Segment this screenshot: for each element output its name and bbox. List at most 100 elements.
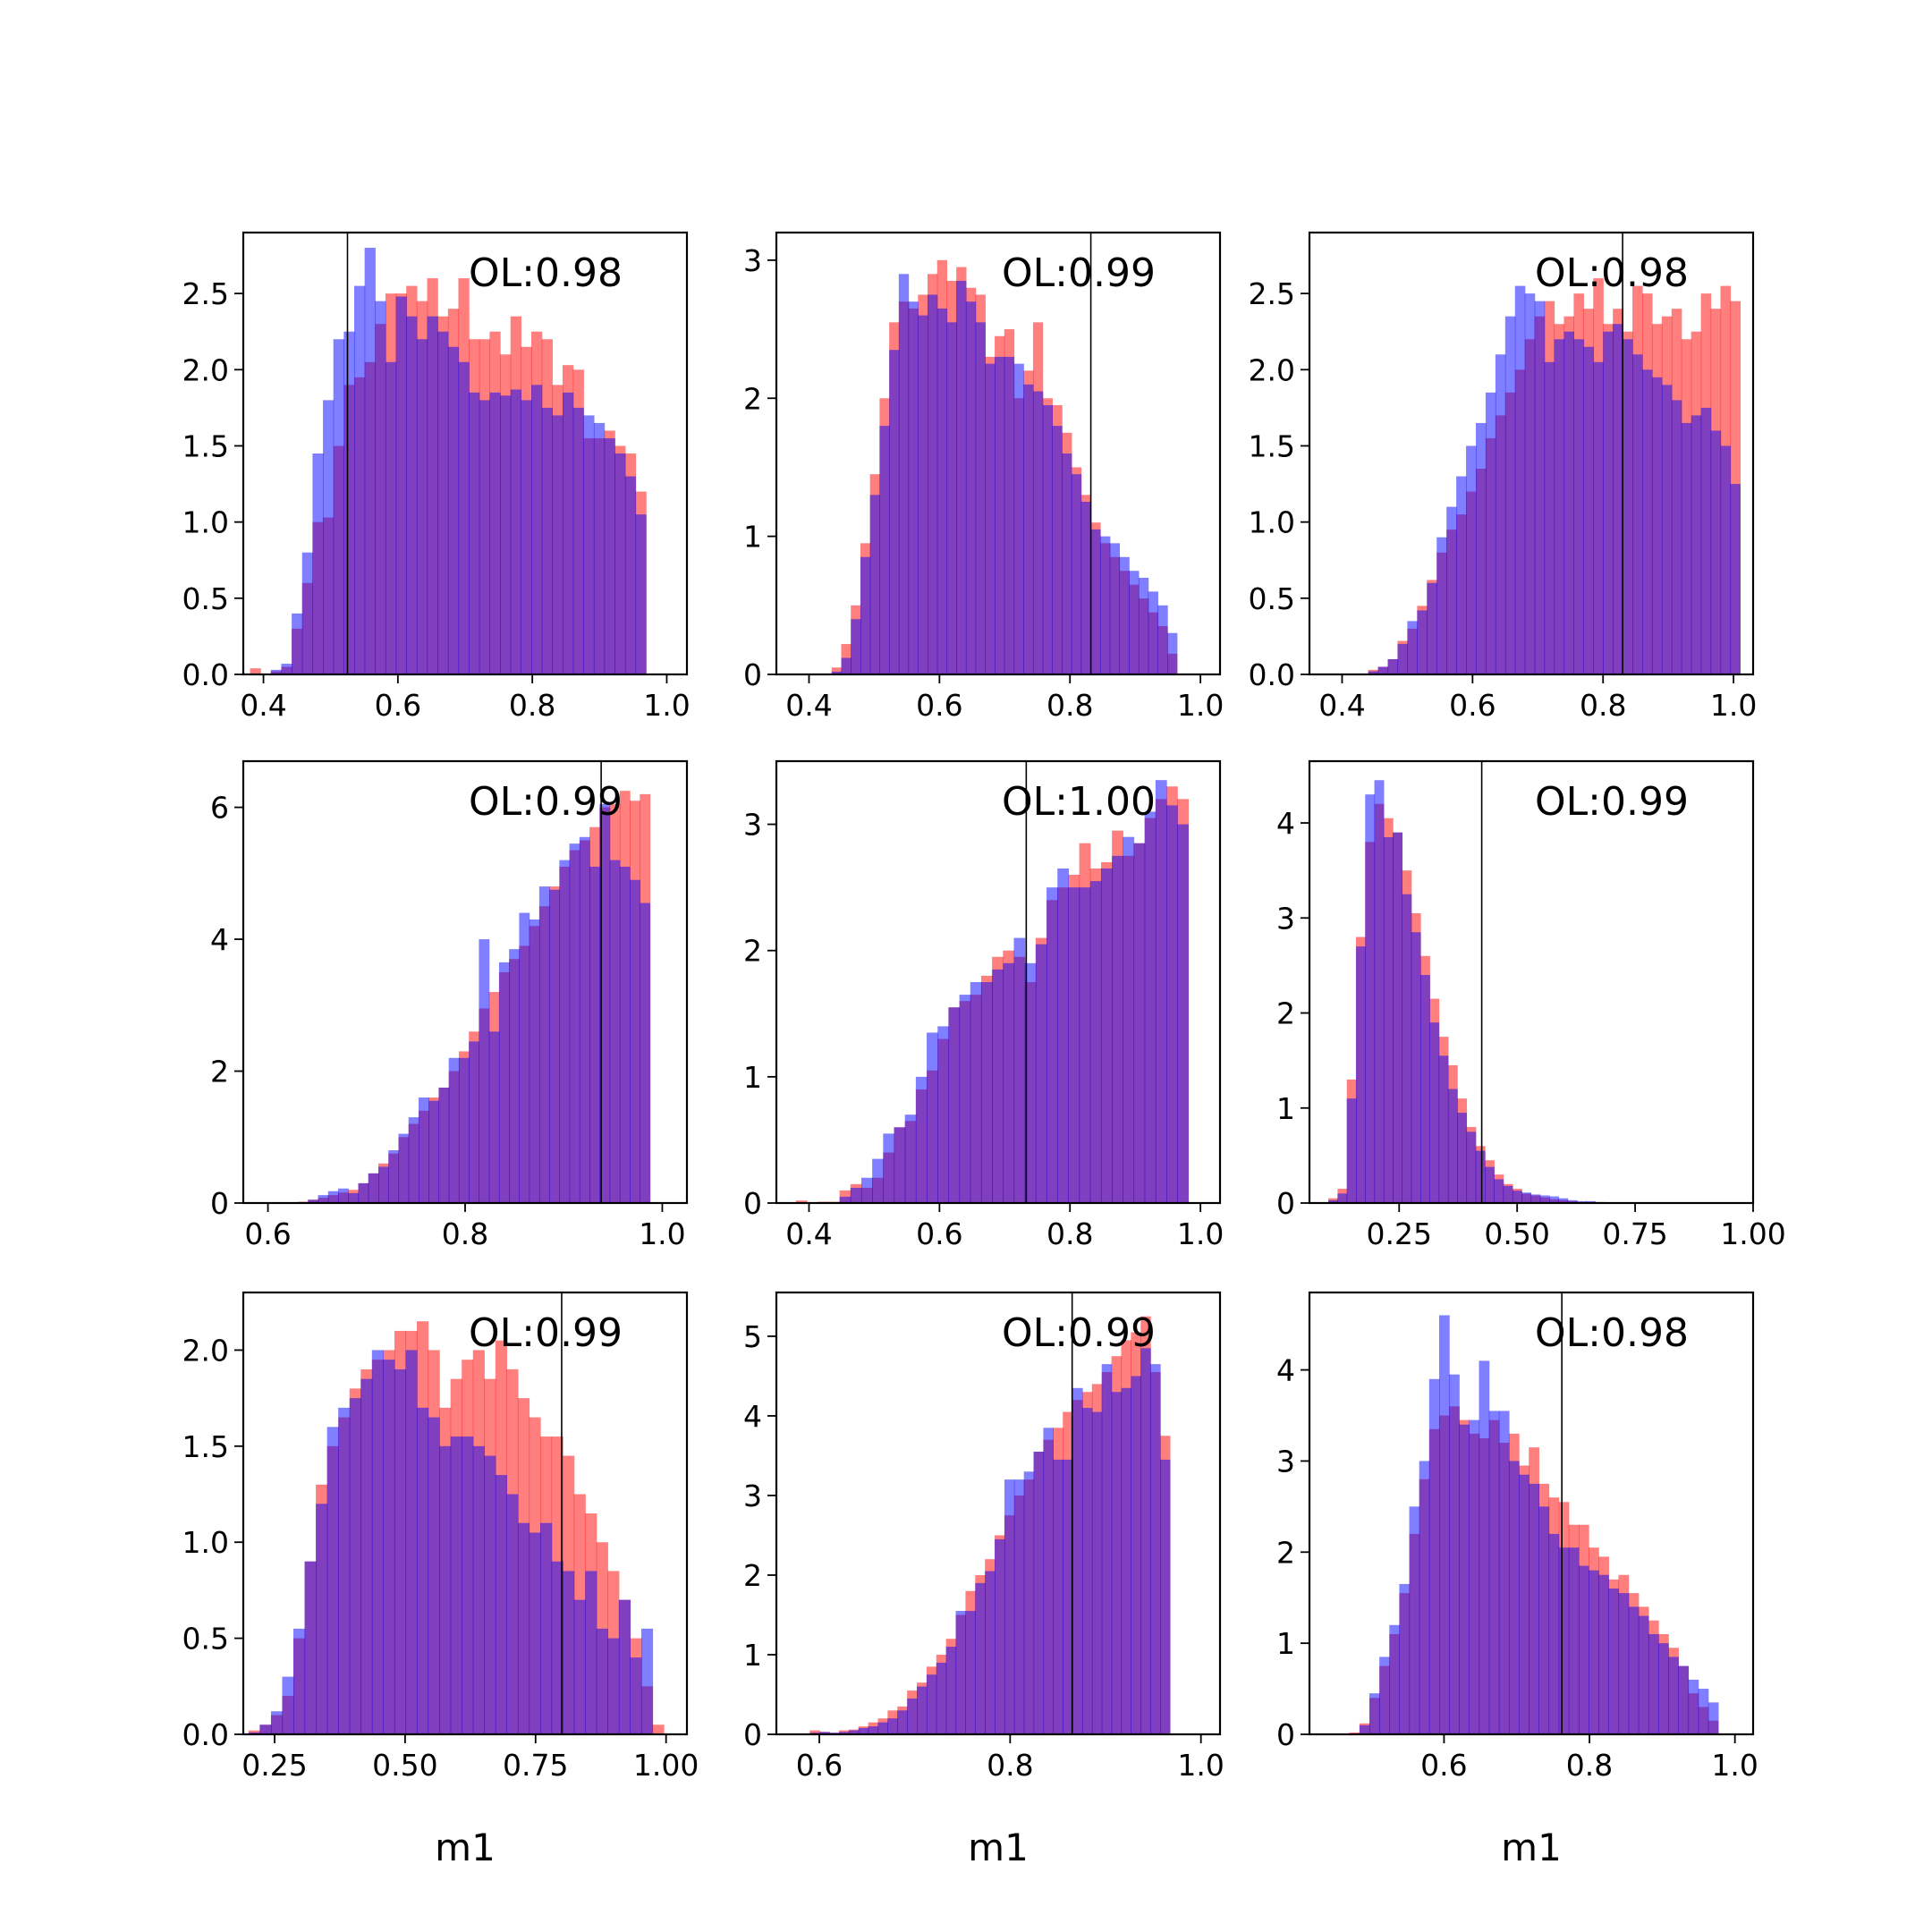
chart-1-plot-area [250, 233, 647, 674]
chart-8-series-b-bar [1111, 1392, 1123, 1734]
chart-9-series-b-bar [1419, 1461, 1430, 1734]
chart-5-series-b-bar [1079, 887, 1091, 1203]
chart-9-series-b-bar [1638, 1615, 1649, 1734]
chart-2-x-tick-label: 0.8 [1046, 688, 1093, 723]
chart-7-plot-area [248, 1292, 665, 1734]
chart-9-series-b-bar [1538, 1506, 1550, 1734]
chart-1-series-b-bar [614, 453, 626, 674]
chart-8-y-tick-label: 0 [743, 1717, 762, 1752]
chart-4-series-b-bar [519, 912, 530, 1203]
chart-9-series-b-bar [1678, 1665, 1690, 1734]
chart-1-series-b-bar [531, 385, 543, 674]
chart-2-series-b-bar [1023, 384, 1034, 674]
chart-7-series-b-bar [259, 1724, 272, 1734]
chart-8-series-b-bar [1101, 1364, 1113, 1734]
chart-6-series-b-bar [1355, 946, 1366, 1203]
chart-7-series-b-bar [607, 1638, 620, 1734]
chart-7-series-b-bar [585, 1571, 597, 1734]
chart-3-frame [1308, 231, 1755, 676]
chart-5-series-b-bar [980, 982, 993, 1203]
chart-7-series-b-bar [394, 1368, 407, 1734]
chart-1-series-b-bar [562, 392, 574, 674]
chart-8-series-b-bar [1140, 1348, 1151, 1734]
chart-2-plot-area [831, 233, 1178, 674]
chart-9-x-tick-label: 1.0 [1711, 1748, 1758, 1783]
chart-1-series-b-bar [281, 664, 292, 674]
chart-7-series-b-bar [338, 1407, 351, 1734]
chart-8-overlap-annotation: OL:0.99 [1002, 1310, 1156, 1356]
chart-8-plot-area [809, 1292, 1171, 1734]
chart-4-y-tick-label: 6 [210, 791, 229, 826]
chart-3-series-b-bar [1710, 430, 1722, 674]
chart-8-series-b-bar [1091, 1411, 1103, 1734]
chart-2-series-b-bar [975, 322, 986, 674]
chart-6-series-b-bar [1328, 1199, 1338, 1203]
chart-5-series-b-bar [959, 995, 971, 1203]
chart-9-series-b-bar [1508, 1461, 1520, 1734]
chart-7-series-b-bar [484, 1455, 496, 1734]
chart-7-series-b-bar [360, 1378, 373, 1734]
chart-7-series-b-bar [596, 1628, 608, 1734]
chart-5-y-tick-label: 0 [743, 1186, 762, 1221]
chart-8-series-b-bar [838, 1732, 850, 1734]
chart-9-series-b-bar [1438, 1315, 1450, 1734]
chart-6-series-b-bar [1374, 780, 1385, 1203]
chart-4-series-b-bar [488, 1031, 500, 1203]
chart-2-series-b-bar [985, 363, 996, 674]
chart-2-x-tick-label: 0.4 [785, 688, 832, 723]
chart-3-series-b-bar [1417, 610, 1428, 674]
chart-4-series-b-bar [599, 803, 611, 1203]
chart-7-series-b-bar [540, 1522, 553, 1734]
chart-3-series-b-bar [1651, 377, 1663, 674]
chart-4-series-b-bar [640, 902, 651, 1203]
chart-7-series-b-bar [405, 1350, 418, 1734]
chart-8-series-b-bar [955, 1611, 967, 1734]
chart-3-series-b-bar [1495, 354, 1506, 674]
chart-1-y-tick-label: 2.0 [182, 352, 229, 387]
chart-8-y-tick-label: 3 [743, 1479, 762, 1513]
chart-6-series-b-bar [1457, 1113, 1468, 1203]
chart-7-series-b-bar [450, 1436, 462, 1734]
chart-3-y-tick-label: 1.5 [1249, 428, 1295, 463]
chart-3-series-b-bar [1554, 339, 1565, 674]
chart-1-series-b-bar [301, 552, 314, 674]
chart-5-series-b-bar [1013, 937, 1026, 1203]
chart-8-series-b-bar [1013, 1479, 1025, 1734]
chart-5-series-b-bar [1068, 887, 1080, 1203]
chart-8-series-b-bar [936, 1662, 947, 1734]
chart-9-series-b-bar [1698, 1689, 1709, 1734]
chart-6-series-b-bar [1549, 1196, 1559, 1203]
chart-3-series-b-bar [1407, 621, 1418, 674]
chart-6-series-b-bar [1475, 1150, 1486, 1203]
chart-1-series-b-bar [604, 437, 615, 674]
chart-1-series-b-bar [489, 392, 501, 674]
chart-5-series-b-bar [1057, 868, 1070, 1203]
chart-9-series-b-bar [1658, 1643, 1669, 1734]
chart-6-series-b-bar [1365, 794, 1376, 1203]
chart-9-series-b-bar [1668, 1657, 1679, 1734]
chart-8-series-b-bar [926, 1674, 937, 1734]
chart-6-panel: 0.25 0.50 0.75 1.00 0 1 2 3 4 OL:0.99 [1276, 759, 1786, 1251]
chart-3-series-b-bar [1466, 445, 1477, 674]
chart-3-x-tick-label: 1.0 [1710, 688, 1757, 723]
chart-7-series-b-bar [640, 1628, 654, 1734]
chart-7-y-tick-label: 1.0 [182, 1525, 229, 1560]
chart-7-series-b-bar [551, 1561, 564, 1734]
chart-2-series-b-bar [1100, 536, 1111, 674]
chart-3-series-b-bar [1583, 346, 1594, 674]
chart-8-series-b-bar [868, 1726, 879, 1734]
chart-3-series-b-bar [1671, 400, 1682, 674]
chart-8-series-a-bar [809, 1730, 820, 1734]
chart-1-series-b-bar [292, 613, 303, 674]
chart-4-series-b-bar [559, 860, 571, 1203]
chart-6-y-tick-label: 1 [1276, 1091, 1295, 1126]
chart-4-panel: 0.6 0.8 1.0 0 2 4 6 OL:0.99 [210, 759, 689, 1251]
chart-8-series-b-bar [985, 1571, 996, 1734]
chart-2-series-b-bar [1052, 426, 1063, 674]
chart-8-series-b-bar [1072, 1387, 1083, 1734]
chart-2-series-b-bar [936, 308, 948, 674]
chart-3-series-b-bar [1681, 422, 1692, 674]
chart-3-series-b-bar [1573, 339, 1584, 674]
chart-9-plot-area [1349, 1292, 1719, 1734]
